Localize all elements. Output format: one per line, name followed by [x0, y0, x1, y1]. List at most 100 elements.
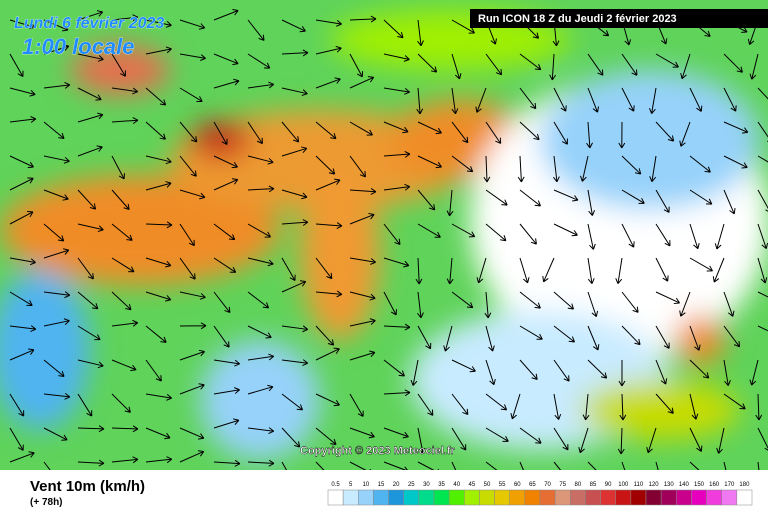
legend-swatch — [373, 489, 389, 506]
wind-arrow — [680, 53, 691, 80]
wind-arrow — [476, 257, 487, 284]
wind-arrow — [111, 14, 139, 22]
wind-arrow — [689, 223, 700, 250]
legend-swatch — [585, 489, 601, 506]
legend-label: 5 — [349, 482, 353, 488]
legend-swatch — [615, 489, 632, 506]
wind-arrow — [281, 325, 309, 333]
wind-arrow — [77, 87, 102, 101]
wind-arrow — [179, 291, 206, 300]
wind-arrow — [587, 257, 595, 285]
wind-arrow — [315, 347, 340, 361]
wind-arrow — [145, 291, 172, 302]
wind-arrow — [9, 393, 25, 417]
legend-label: 90 — [605, 482, 612, 488]
legend-swatch — [342, 489, 359, 506]
wind-arrow — [553, 189, 579, 202]
wind-arrow — [757, 87, 768, 100]
wind-arrow — [213, 291, 231, 314]
legend-label: 130 — [664, 482, 675, 488]
wind-arrow — [43, 427, 68, 441]
wind-arrow — [619, 393, 627, 421]
wind-arrow — [77, 53, 104, 62]
wind-arrow — [451, 53, 462, 80]
wind-arrow — [179, 223, 195, 247]
wind-arrow — [9, 451, 35, 463]
wind-arrow — [417, 121, 442, 135]
legend-label: 50 — [484, 482, 491, 488]
wind-arrow — [417, 53, 438, 73]
wind-arrow — [417, 19, 424, 47]
wind-arrow — [43, 359, 65, 377]
wind-arrow — [646, 427, 657, 454]
wind-arrow — [519, 189, 541, 207]
wind-arrow — [542, 257, 555, 283]
wind-arrow — [145, 325, 167, 343]
wind-arrow — [587, 53, 604, 76]
wind-arrow — [213, 223, 236, 241]
wind-arrow — [749, 359, 759, 386]
wind-arrow — [77, 359, 104, 369]
wind-arrow — [111, 291, 132, 311]
wind-arrow — [451, 121, 469, 144]
wind-arrow — [111, 257, 135, 273]
legend-swatch — [691, 489, 707, 506]
legend-label: 15 — [378, 482, 385, 488]
wind-arrows — [9, 9, 768, 489]
wind-arrow — [655, 189, 670, 213]
wind-arrow — [451, 155, 474, 173]
legend-swatch — [539, 489, 556, 506]
wind-arrow — [77, 425, 105, 433]
wind-arrow — [618, 121, 626, 149]
wind-arrow — [315, 121, 337, 140]
wind-arrow — [9, 427, 24, 451]
legend-label: 85 — [590, 482, 597, 488]
wind-arrow — [617, 427, 625, 455]
wind-arrow — [315, 427, 337, 446]
wind-arrow — [43, 223, 65, 242]
wind-arrow — [315, 178, 341, 191]
wind-arrow — [519, 121, 540, 141]
wind-arrow — [349, 393, 364, 417]
wind-arrow — [451, 393, 469, 416]
wind-arrow — [145, 456, 173, 464]
wind-arrow — [587, 291, 599, 318]
legend-label: 120 — [649, 482, 660, 488]
wind-arrow — [247, 427, 275, 435]
wind-arrow — [723, 155, 748, 169]
wind-arrow — [417, 189, 436, 211]
wind-arrow — [485, 325, 495, 352]
legend-label: 150 — [694, 482, 705, 488]
wind-arrow — [315, 19, 343, 27]
wind-arrow — [43, 392, 71, 400]
wind-arrow — [519, 359, 538, 380]
legend-label: 80 — [575, 482, 582, 488]
wind-arrow — [111, 117, 139, 124]
wind-arrow — [179, 53, 206, 61]
wind-arrow — [757, 257, 768, 284]
wind-arrow — [749, 53, 759, 80]
legend-swatch — [660, 489, 677, 506]
wind-arrow — [621, 155, 642, 175]
legend-swatch — [630, 489, 647, 506]
wind-arrow — [9, 291, 33, 306]
wind-arrow — [77, 393, 93, 417]
map-field — [0, 0, 768, 470]
wind-arrow — [9, 177, 34, 191]
wind-arrow — [519, 325, 543, 340]
wind-arrow — [618, 359, 626, 387]
wind-arrow — [145, 121, 166, 140]
wind-arrow — [485, 359, 496, 386]
footer-lead: (+ 78h) — [30, 497, 63, 508]
wind-arrow — [383, 291, 397, 316]
wind-arrow — [179, 427, 205, 440]
wind-arrow — [483, 155, 491, 183]
wind-arrow — [315, 325, 335, 346]
legend-label: 180 — [739, 482, 750, 488]
wind-arrow — [485, 427, 509, 442]
wind-arrow — [553, 155, 560, 183]
wind-arrow — [621, 223, 635, 248]
wind-arrow — [315, 290, 343, 298]
wind-arrow — [111, 425, 139, 433]
wind-arrow — [410, 359, 419, 386]
